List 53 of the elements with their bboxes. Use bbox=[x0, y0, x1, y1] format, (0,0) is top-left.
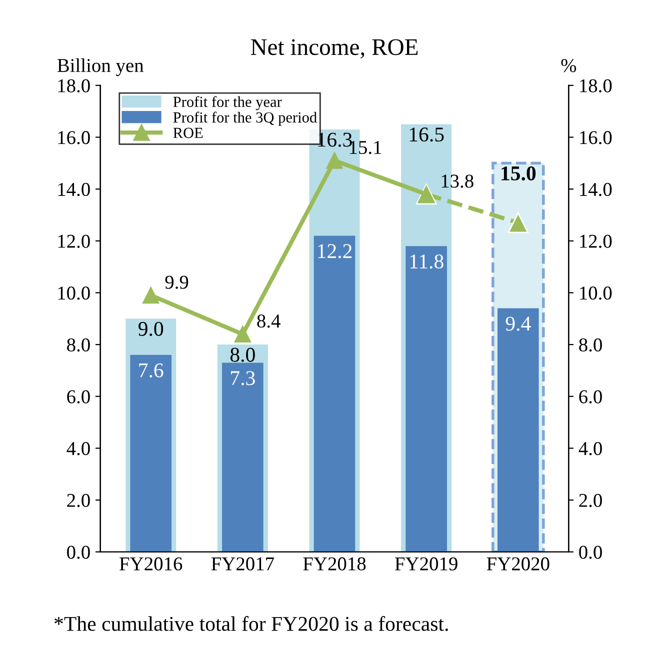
y2-tick-label: 14.0 bbox=[580, 182, 612, 196]
data-label: 16.5 bbox=[410, 128, 444, 142]
x-tick-label: FY2020 bbox=[486, 557, 550, 570]
y2-tick-label: 6.0 bbox=[579, 390, 602, 404]
y2-tick-label: 10.0 bbox=[580, 286, 612, 300]
y2-tick-label: 12.0 bbox=[580, 234, 612, 248]
y2-tick-label: 0.0 bbox=[579, 546, 602, 559]
x-tick-label: FY2018 bbox=[303, 557, 366, 570]
legend-label: ROE bbox=[173, 128, 203, 138]
data-label: 15.0 bbox=[502, 166, 536, 180]
y-tick-label: 16.0 bbox=[58, 131, 90, 144]
y-tick-label: 6.0 bbox=[67, 390, 90, 404]
chart-title: Net income, ROE bbox=[250, 39, 418, 58]
y2-axis-title: % bbox=[561, 59, 576, 72]
x-tick-label: FY2016 bbox=[120, 557, 182, 570]
text: *The cumulative total for FY2020 is a forecast. bbox=[54, 616, 448, 632]
y-tick-label: 10.0 bbox=[58, 286, 90, 300]
bar bbox=[497, 308, 539, 552]
data-label: 7.3 bbox=[231, 371, 255, 386]
x-tick-label: FY2017 bbox=[211, 557, 274, 570]
bar bbox=[130, 354, 172, 552]
y2-tick-label: 2.0 bbox=[579, 494, 602, 508]
data-label: 11.8 bbox=[410, 254, 444, 269]
data-label: 15.1 bbox=[350, 140, 382, 154]
y-tick-label: 2.0 bbox=[67, 494, 90, 508]
y-tick-label: 4.0 bbox=[66, 442, 90, 456]
data-label: 13.8 bbox=[442, 174, 474, 188]
data-label: 12.2 bbox=[318, 244, 352, 258]
point bbox=[234, 326, 252, 343]
bar bbox=[222, 362, 264, 552]
y-tick-label: 18.0 bbox=[58, 79, 90, 92]
y2-tick-label: 4.0 bbox=[578, 442, 602, 456]
y-tick-label: 12.0 bbox=[58, 234, 90, 248]
data-label: 7.6 bbox=[139, 363, 164, 378]
bar bbox=[406, 246, 447, 552]
y-tick-label: 0.0 bbox=[67, 546, 90, 559]
point bbox=[142, 286, 160, 304]
data-label: 9.9 bbox=[165, 276, 188, 289]
data-label: 8.4 bbox=[257, 314, 280, 328]
data-label: 9.4 bbox=[506, 316, 531, 331]
y-axis-title: Billion yen bbox=[57, 58, 144, 76]
y2-tick-label: 8.0 bbox=[579, 338, 602, 352]
y2-tick-label: 18.0 bbox=[580, 79, 612, 92]
data-label: 9.0 bbox=[138, 322, 164, 336]
legend-label: Profit for the year bbox=[173, 96, 282, 110]
y-tick-label: 8.0 bbox=[67, 338, 90, 352]
x-tick-label: FY2019 bbox=[395, 557, 458, 570]
bar bbox=[314, 236, 356, 552]
data-label: 8.0 bbox=[230, 348, 255, 362]
y-tick-label: 14.0 bbox=[58, 182, 90, 196]
point bbox=[326, 152, 343, 169]
y2-tick-label: 16.0 bbox=[580, 131, 612, 144]
legend-label: Profit for the 3Q period bbox=[173, 112, 317, 126]
